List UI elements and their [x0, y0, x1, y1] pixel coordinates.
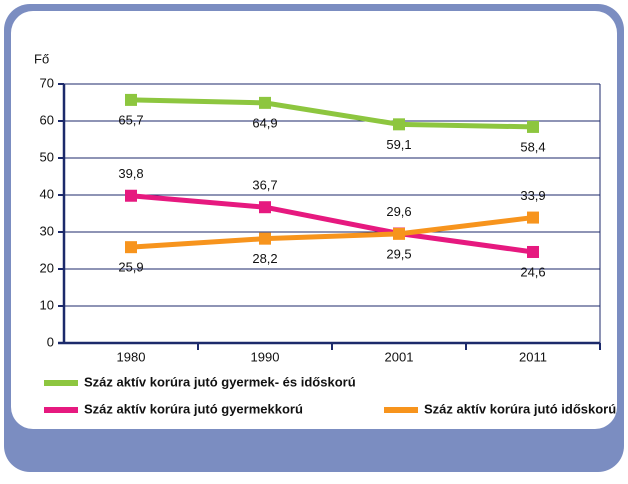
point — [125, 241, 137, 254]
x-tick-label: 2001 — [385, 349, 414, 364]
data-label: 24,6 — [520, 264, 545, 279]
point — [125, 93, 137, 106]
point — [393, 118, 405, 131]
y-tick-label: 70 — [40, 75, 54, 90]
data-label: 39,8 — [118, 166, 143, 181]
data-label: 59,1 — [386, 137, 411, 152]
data-label: 65,7 — [118, 112, 143, 127]
x-tick-label: 1980 — [117, 349, 146, 364]
data-label: 25,9 — [118, 260, 143, 275]
y-tick-label: 60 — [40, 112, 54, 127]
point — [259, 232, 271, 245]
y-tick-label: 10 — [40, 297, 54, 312]
point — [527, 120, 539, 133]
data-label: 64,9 — [252, 115, 277, 130]
point — [259, 96, 271, 109]
legend-label: Száz aktív korúra jutó gyermek- és idősk… — [84, 374, 356, 389]
data-label: 58,4 — [520, 139, 545, 154]
point — [527, 211, 539, 224]
y-axis-label: Fő — [34, 51, 49, 66]
point — [527, 245, 539, 258]
y-tick-label: 40 — [40, 186, 54, 201]
y-tick-label: 0 — [47, 334, 54, 349]
data-label: 29,6 — [386, 204, 411, 219]
series-line — [130, 97, 534, 130]
y-tick-label: 30 — [40, 223, 54, 238]
data-label: 28,2 — [252, 251, 277, 266]
data-label: 29,5 — [386, 246, 411, 261]
panel — [11, 11, 617, 429]
point — [125, 189, 137, 202]
point — [393, 227, 405, 240]
data-label: 33,9 — [520, 188, 545, 203]
y-tick-label: 50 — [40, 149, 54, 164]
x-tick-label: 2011 — [519, 349, 547, 364]
legend-label: Száz aktív korúra jutó gyermekkorú — [84, 401, 303, 416]
data-label: 36,7 — [252, 178, 277, 193]
x-tick-label: 1990 — [251, 349, 280, 364]
y-tick-label: 20 — [40, 260, 54, 275]
series-line — [130, 193, 534, 255]
legend-label: Száz aktív korúra jutó időskorú — [424, 401, 616, 416]
series-line — [130, 215, 534, 250]
point — [259, 201, 271, 214]
